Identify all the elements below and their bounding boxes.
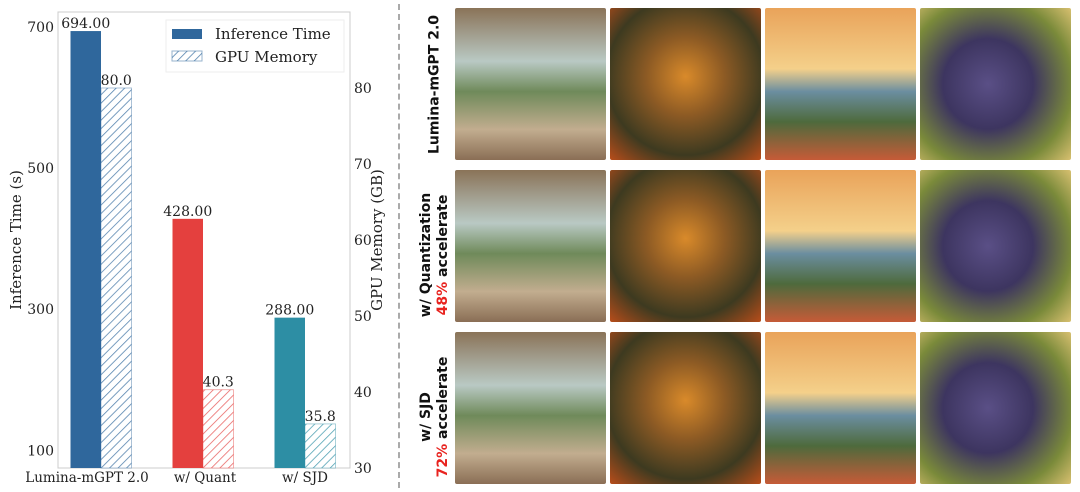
y-tick-label: 700 [27, 20, 54, 36]
generated-image-grapes [920, 332, 1071, 484]
legend-swatch-memory [171, 50, 203, 62]
x-tick-label: w/ Quant [174, 470, 237, 486]
legend-label-memory: GPU Memory [215, 48, 318, 66]
generated-image-sunset-path [765, 8, 916, 160]
y-right-tick-label: 40 [354, 385, 372, 401]
generated-image-lion-robot [610, 332, 761, 484]
generated-image-lion-robot [610, 170, 761, 322]
bar-gpu-memory [100, 87, 132, 469]
row-label-text: Lumina-mGPT 2.0 [426, 14, 443, 155]
row-label-quant: w/ Quantization 48% accelerate [418, 180, 452, 330]
legend-box [165, 19, 345, 73]
y-axis-label: Inference Time (s) [7, 170, 25, 310]
generated-image-patio [455, 8, 606, 160]
x-tick-label: w/ SJD [282, 470, 328, 486]
y-right-tick-label: 70 [354, 157, 372, 173]
data-label-inference: 428.00 [163, 204, 212, 220]
bar-inference-time [172, 218, 203, 468]
accel-percent: 48% [435, 281, 451, 316]
y-right-tick-label: 50 [354, 309, 372, 325]
generated-image-lion-robot [610, 8, 761, 160]
y-right-tick-label: 80 [354, 81, 372, 97]
generated-image-grapes [920, 170, 1071, 322]
divider [398, 4, 400, 488]
y-tick-label: 100 [27, 443, 54, 459]
generated-image-patio [455, 170, 606, 322]
y-tick-label: 300 [27, 302, 54, 318]
bar-chart: 694.00 80.0 Lumina-mGPT 2.0 428.00 40.3 w/ Qu… [7, 11, 386, 486]
generated-image-sunset-path [765, 332, 916, 484]
bar-gpu-memory [202, 389, 234, 469]
y-right-tick-label: 60 [354, 233, 372, 249]
data-label-memory: 35.8 [305, 409, 336, 425]
y-tick-label: 500 [27, 161, 54, 177]
bar-inference-time [70, 31, 101, 468]
row-label-text: w/ Quantization [418, 192, 434, 318]
row-label-sjd: w/ SJD 72% accelerate [418, 342, 452, 492]
data-label-inference: 288.00 [265, 303, 314, 319]
row-label-text: w/ SJD [418, 392, 434, 442]
generated-image-patio [455, 332, 606, 484]
accel-suffix: accelerate [435, 356, 451, 444]
legend-swatch-inference [172, 29, 202, 39]
x-tick-label: Lumina-mGPT 2.0 [25, 470, 149, 486]
bar-gpu-memory [304, 423, 336, 469]
accel-suffix: accelerate [435, 194, 451, 282]
y-right-axis-label: GPU Memory (GB) [368, 169, 386, 311]
data-label-memory: 40.3 [203, 375, 234, 391]
generated-image-grapes [920, 8, 1071, 160]
data-label-inference: 694.00 [61, 16, 110, 32]
generated-image-sunset-path [765, 170, 916, 322]
bar-inference-time [274, 317, 305, 468]
data-label-memory: 80.0 [101, 73, 132, 89]
y-right-tick-label: 30 [354, 461, 372, 477]
legend-label-inference: Inference Time [215, 25, 331, 43]
row-label-baseline: Lumina-mGPT 2.0 [427, 10, 444, 160]
accel-percent: 72% [435, 443, 451, 478]
